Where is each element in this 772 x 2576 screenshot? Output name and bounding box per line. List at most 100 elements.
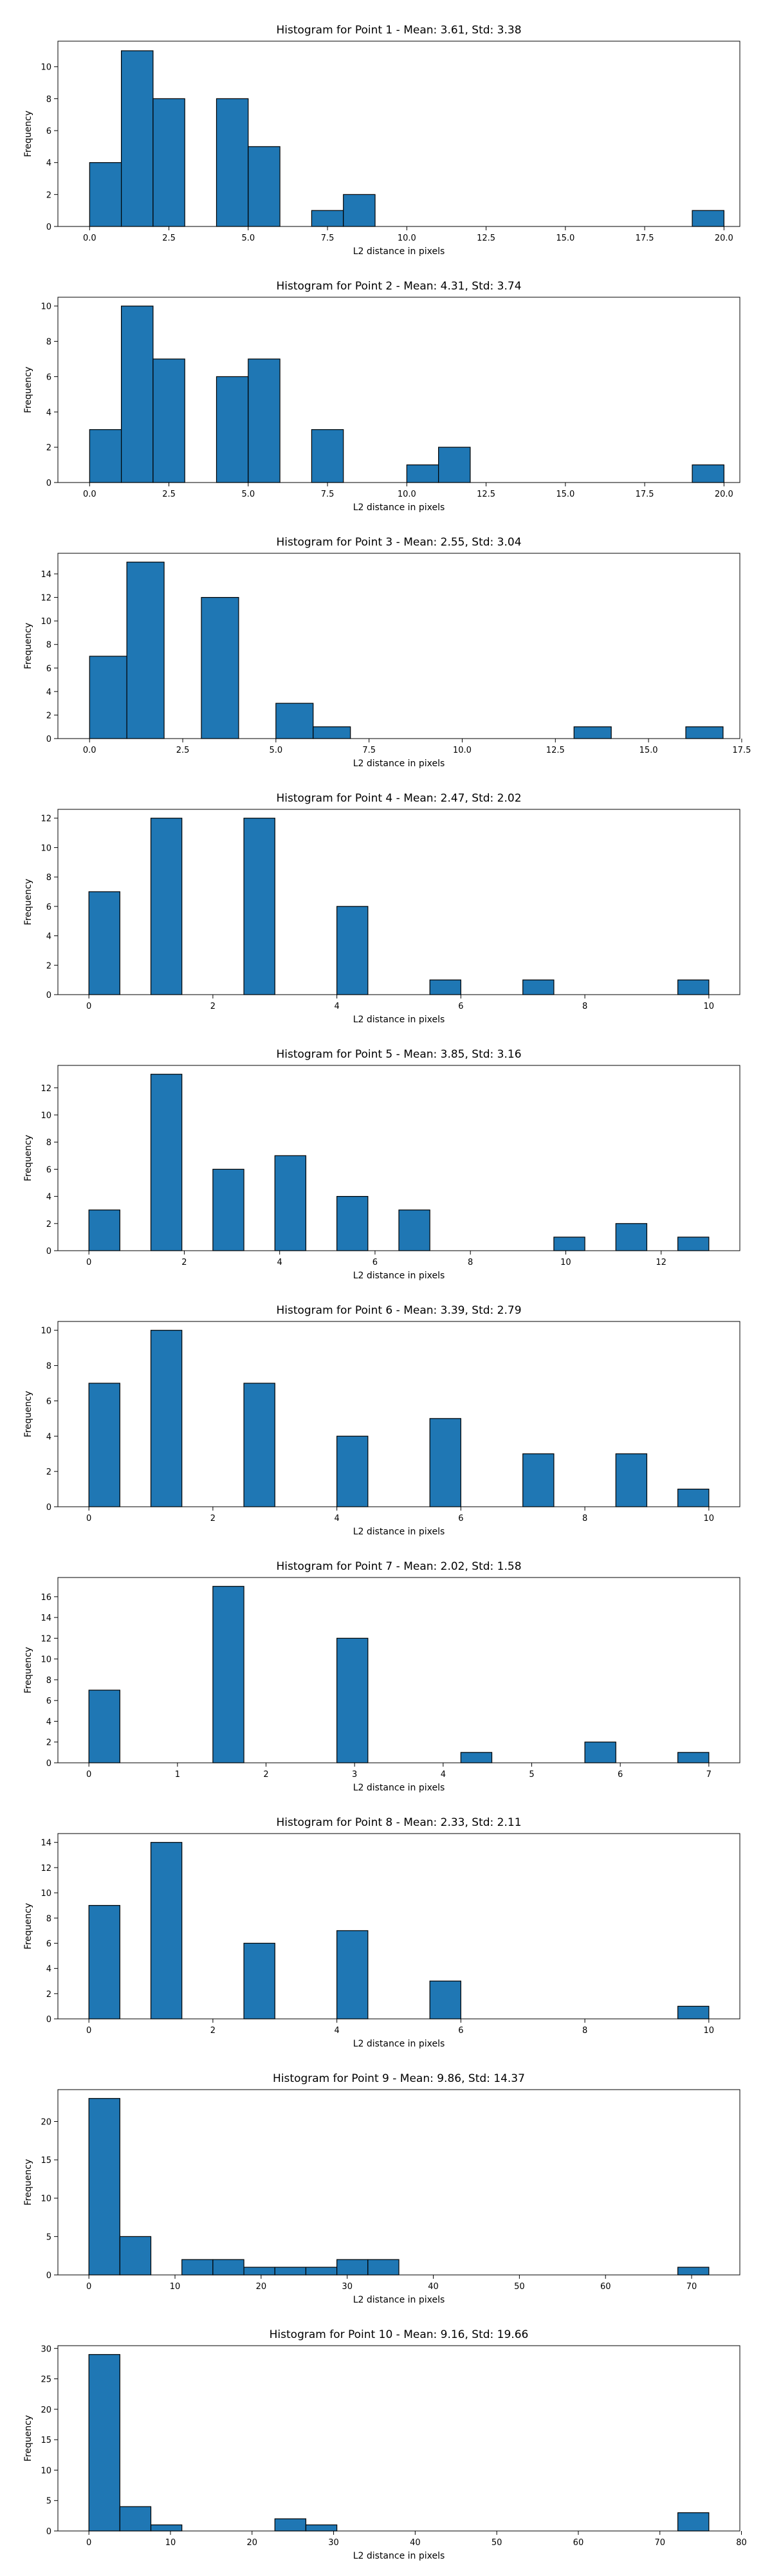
plot-frame: [57, 1833, 740, 2019]
y-tick-label: 6: [46, 373, 51, 382]
histogram-panel-8: Histogram for Point 8 - Mean: 2.33, Std:…: [23, 1816, 740, 2049]
histogram-bar: [343, 194, 376, 227]
y-tick-label: 4: [46, 408, 51, 418]
plot-frame: [57, 1065, 740, 1251]
x-axis-label: L2 distance in pixels: [353, 1015, 445, 1025]
y-tick-label: 4: [46, 1193, 51, 1202]
x-tick-label: 15.0: [556, 234, 574, 243]
x-tick-label: 1: [175, 1770, 180, 1780]
x-tick-label: 70: [686, 2282, 697, 2292]
x-tick-label: 10.0: [398, 490, 416, 499]
histogram-bar: [438, 446, 471, 483]
histogram-bar: [429, 1418, 461, 1507]
x-axis-label: L2 distance in pixels: [353, 1783, 445, 1793]
y-tick-label: 12: [41, 1084, 51, 1094]
histogram-bar: [275, 703, 314, 739]
y-tick-label: 8: [46, 95, 51, 104]
y-tick-label: 0: [46, 735, 51, 744]
y-axis-label: Frequency: [23, 2159, 33, 2205]
x-tick-label: 0: [86, 1514, 91, 1523]
y-tick-label: 10: [41, 2194, 51, 2204]
y-tick-label: 10: [41, 1655, 51, 1665]
histogram-bar: [677, 2512, 710, 2532]
histogram-bar: [119, 2236, 152, 2276]
x-tick-label: 60: [573, 2538, 584, 2548]
x-axis-label: L2 distance in pixels: [353, 2039, 445, 2049]
y-tick-label: 6: [46, 1165, 51, 1175]
histogram-bar: [460, 1752, 493, 1763]
y-tick-label: 2: [46, 190, 51, 200]
y-tick-label: 0: [46, 1759, 51, 1769]
y-tick-label: 10: [41, 302, 51, 312]
chart-title: Histogram for Point 2 - Mean: 4.31, Std:…: [276, 280, 521, 293]
histogram-bar: [677, 2267, 710, 2276]
y-axis-label: Frequency: [23, 1903, 33, 1949]
x-tick-label: 2: [181, 1258, 187, 1267]
y-tick-label: 15: [41, 2436, 51, 2445]
y-tick-label: 6: [46, 1397, 51, 1406]
y-tick-label: 5: [46, 2497, 51, 2507]
y-tick-label: 8: [46, 1676, 51, 1686]
histogram-bar: [88, 2098, 120, 2276]
plot-frame: [57, 553, 740, 739]
x-axis-label: L2 distance in pixels: [353, 1527, 445, 1537]
y-tick-label: 0: [46, 2271, 51, 2281]
histogram-panel-9: Histogram for Point 9 - Mean: 9.86, Std:…: [23, 2072, 740, 2305]
histogram-bar: [274, 2267, 307, 2276]
x-tick-label: 4: [334, 1002, 339, 1011]
x-tick-label: 0.0: [83, 490, 96, 499]
histogram-bar: [406, 464, 439, 483]
y-tick-label: 25: [41, 2375, 51, 2385]
y-tick-label: 8: [46, 1138, 51, 1148]
histogram-bar: [677, 1488, 710, 1507]
histogram-bar: [201, 596, 239, 739]
x-tick-label: 40: [428, 2282, 439, 2292]
chart-title: Histogram for Point 5 - Mean: 3.85, Std:…: [276, 1048, 521, 1061]
x-tick-label: 0.0: [83, 746, 96, 755]
x-tick-label: 4: [334, 1514, 339, 1523]
y-tick-label: 20: [41, 2406, 51, 2415]
histogram-panel-1: Histogram for Point 1 - Mean: 3.61, Std:…: [23, 24, 740, 257]
plot-frame: [57, 809, 740, 995]
x-tick-label: 2.5: [176, 746, 190, 755]
y-tick-label: 14: [41, 1614, 51, 1623]
x-tick-label: 6: [458, 1002, 463, 1011]
histogram-bar: [685, 726, 724, 739]
histogram-bar: [336, 1930, 369, 2019]
y-axis-label: Frequency: [23, 1647, 33, 1693]
plot-frame: [57, 41, 740, 227]
histogram-panel-2: Histogram for Point 2 - Mean: 4.31, Std:…: [23, 280, 740, 513]
y-axis-label: Frequency: [23, 1135, 33, 1181]
histogram-bar: [274, 1155, 307, 1251]
histogram-bar: [398, 1210, 430, 1251]
histogram-bar: [152, 358, 185, 483]
histogram-bar: [181, 2259, 214, 2276]
y-tick-label: 16: [41, 1593, 51, 1603]
x-tick-label: 15.0: [639, 746, 658, 755]
histogram-bar: [212, 2259, 244, 2276]
y-tick-label: 6: [46, 1697, 51, 1706]
x-tick-label: 2: [210, 2026, 216, 2036]
y-tick-label: 4: [46, 1432, 51, 1442]
y-tick-label: 2: [46, 1990, 51, 2000]
x-tick-label: 6: [618, 1770, 623, 1780]
histogram-bar: [150, 1330, 183, 1507]
y-tick-label: 0: [46, 991, 51, 1000]
x-tick-label: 2.5: [162, 234, 176, 243]
histogram-bar: [692, 464, 724, 483]
y-axis-label: Frequency: [23, 879, 33, 925]
x-tick-label: 4: [277, 1258, 282, 1267]
y-axis-label: Frequency: [23, 2415, 33, 2461]
histogram-bar: [553, 1237, 585, 1251]
histogram-bar: [88, 1689, 120, 1763]
histogram-bar: [89, 656, 127, 739]
x-tick-label: 15.0: [556, 490, 574, 499]
y-tick-label: 5: [46, 2232, 51, 2242]
histogram-bar: [367, 2259, 400, 2276]
histogram-bar: [336, 1196, 369, 1251]
histogram-bar: [89, 162, 122, 227]
x-tick-label: 8: [582, 1514, 587, 1523]
y-tick-label: 2: [46, 1738, 51, 1748]
x-tick-label: 5.0: [241, 234, 255, 243]
